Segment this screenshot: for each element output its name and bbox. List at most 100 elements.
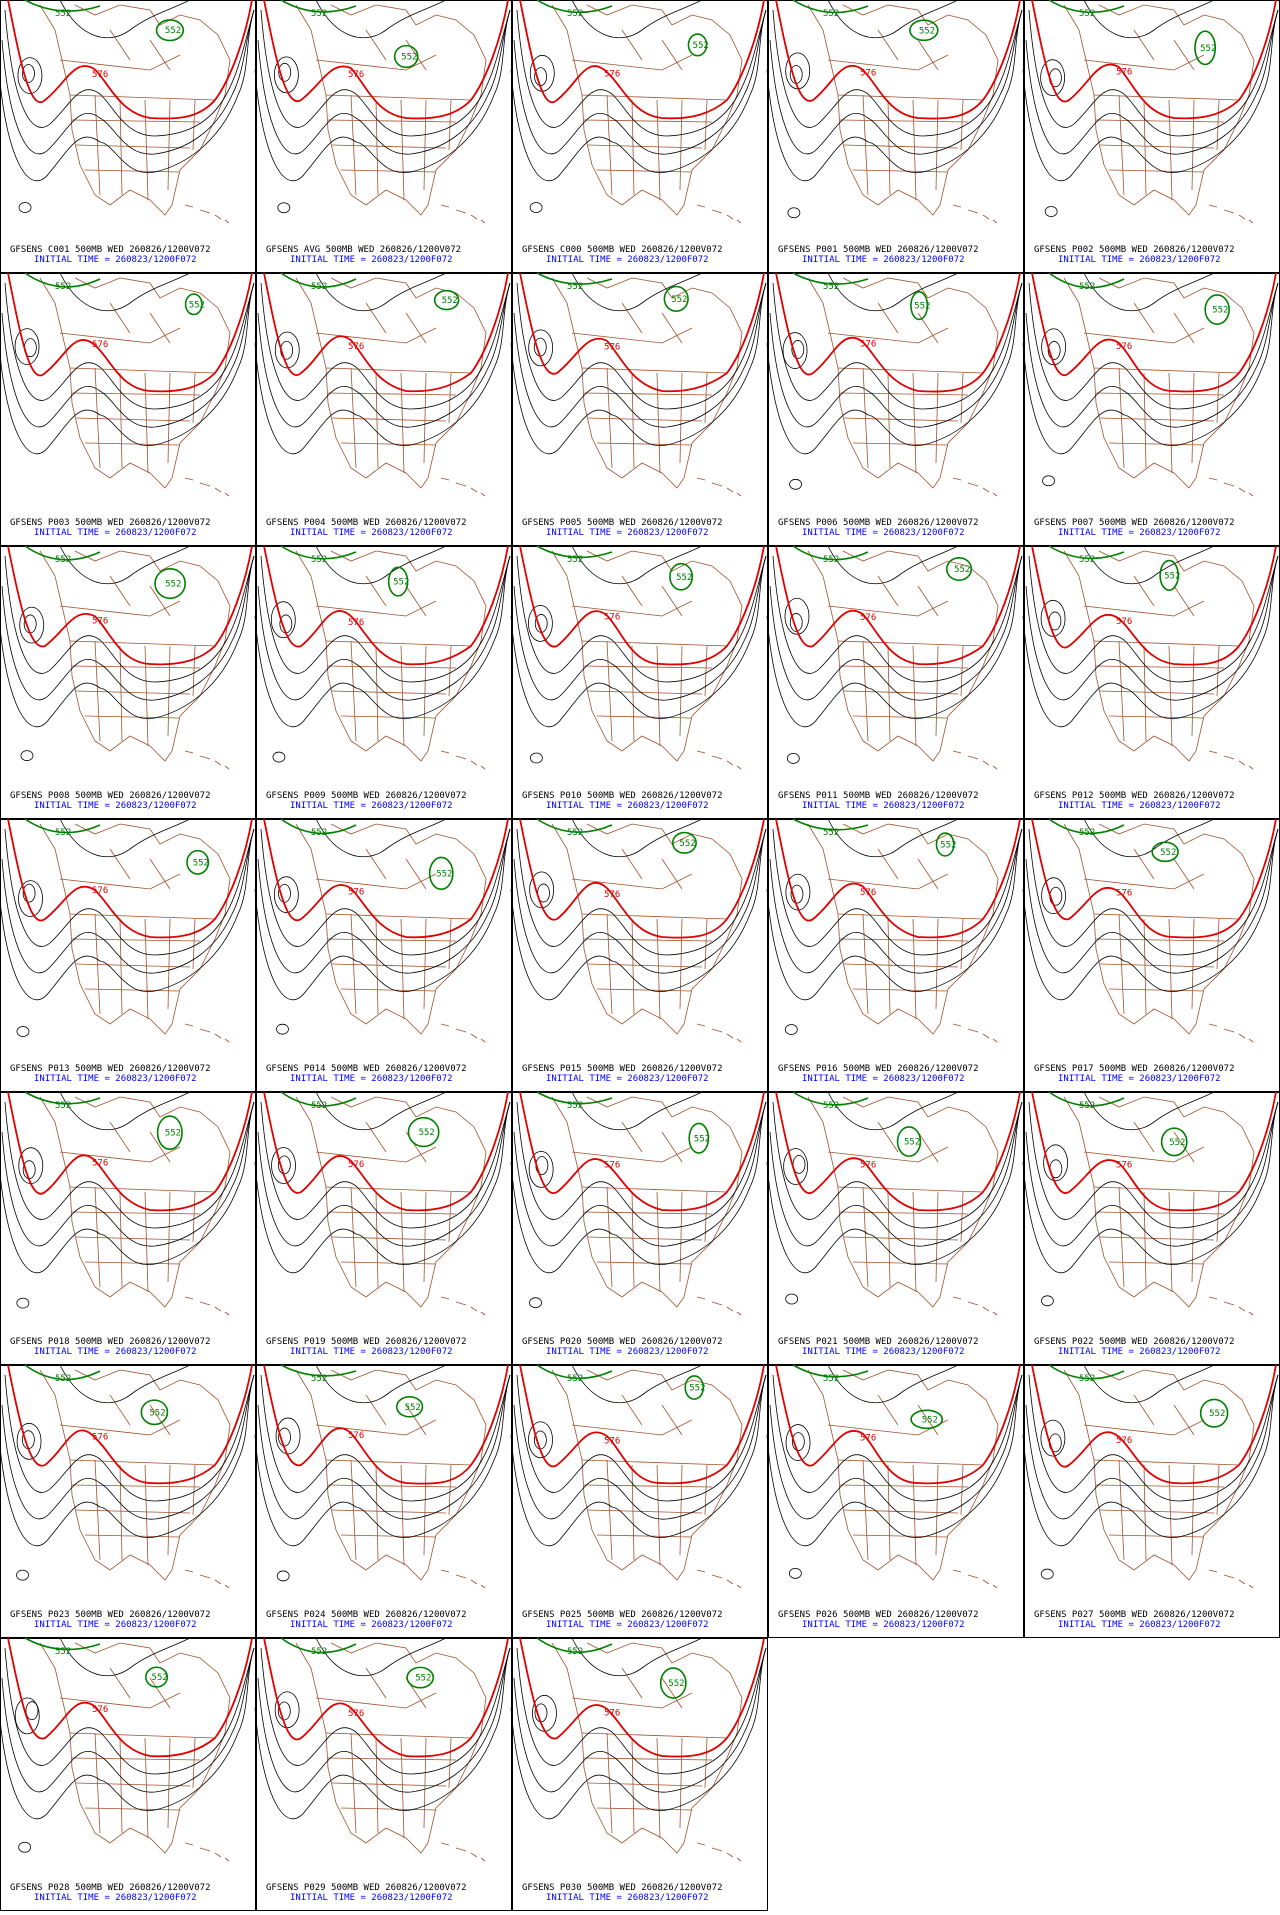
contour — [766, 1374, 1023, 1547]
contour-label: 552 — [919, 26, 935, 36]
coastline — [551, 4, 743, 216]
contour-576 — [775, 818, 1021, 939]
coastline — [39, 277, 231, 489]
contour-576 — [1031, 272, 1277, 393]
contour — [1083, 1364, 1215, 1404]
coastline — [807, 1369, 999, 1581]
low-contour — [791, 340, 805, 359]
contour-label: 576 — [604, 1436, 620, 1446]
contour-label: 576 — [604, 1161, 620, 1171]
low-contour — [788, 1567, 802, 1579]
islands — [696, 1296, 742, 1316]
contour-label: 576 — [604, 70, 620, 80]
low-contour — [528, 1421, 553, 1459]
contour — [1025, 282, 1279, 428]
contour-label: 552 — [55, 1647, 71, 1657]
low-contour — [14, 1697, 40, 1735]
borders — [571, 1667, 728, 1839]
contour-552 — [945, 556, 973, 582]
contour — [0, 1101, 255, 1274]
islands — [1208, 1296, 1254, 1316]
contour-576 — [1031, 545, 1277, 666]
contour-576 — [1031, 0, 1277, 120]
contour — [4, 1647, 255, 1775]
coastline — [551, 1096, 743, 1308]
low-contour — [271, 1147, 296, 1184]
coastline — [551, 550, 743, 762]
contour-label: 552 — [689, 1384, 705, 1394]
borders — [1083, 302, 1240, 474]
contour-576 — [263, 1364, 509, 1485]
contour-label: 552 — [311, 1374, 327, 1384]
map-panel: 576 552 552 GFSENS P013 500MB WED 260826/12… — [0, 818, 256, 1092]
contour-label: 552 — [405, 1403, 421, 1413]
panel-initial-time: INITIAL TIME = 260823/1200F072 — [34, 1893, 197, 1903]
panel-title: GFSENS P013 500MB WED 260826/1200V072 — [10, 1064, 210, 1074]
contour-label: 552 — [311, 1647, 327, 1657]
low-contour — [273, 876, 299, 914]
contour-label: 552 — [419, 1128, 435, 1138]
contour-552 — [792, 1364, 869, 1378]
contour — [513, 1374, 767, 1520]
contour — [1, 282, 255, 428]
contour — [59, 272, 191, 312]
low-contour — [789, 478, 802, 490]
panel-border — [0, 273, 256, 546]
borders — [1083, 1394, 1240, 1566]
panel-initial-time: INITIAL TIME = 260823/1200F072 — [1058, 1074, 1221, 1084]
contour-label: 552 — [694, 1134, 710, 1144]
low-contour — [790, 884, 804, 904]
coastline — [39, 1642, 231, 1854]
map-panel: 576 552 552 GFSENS P008 500MB WED 260826/12… — [0, 545, 256, 819]
contour — [513, 9, 767, 155]
low-contour — [16, 1297, 30, 1309]
panel-border — [512, 1092, 768, 1365]
contour-552 — [407, 1116, 440, 1148]
panel-border — [768, 819, 1024, 1092]
contour-label: 552 — [1200, 44, 1216, 54]
contour-label: 552 — [567, 828, 583, 838]
contour — [510, 9, 767, 182]
contour-552 — [280, 1364, 357, 1377]
contour — [260, 1647, 511, 1775]
islands — [184, 1842, 230, 1862]
map-panel: 576 552 552 GFSENS P006 500MB WED 260826/12… — [766, 272, 1024, 546]
contour-552 — [1160, 1127, 1188, 1157]
panel-border — [1024, 819, 1280, 1092]
contour-552 — [1048, 1091, 1125, 1107]
contour — [254, 282, 511, 455]
contour — [1028, 9, 1279, 137]
contour-552 — [536, 1637, 613, 1653]
islands — [440, 1023, 486, 1043]
panel-initial-time: INITIAL TIME = 260823/1200F072 — [34, 801, 197, 811]
islands — [952, 1296, 998, 1316]
islands — [952, 204, 998, 224]
borders — [827, 302, 984, 474]
contour — [571, 0, 703, 39]
borders — [1083, 29, 1240, 201]
borders — [571, 1394, 728, 1566]
borders — [59, 575, 216, 747]
contour — [1025, 9, 1279, 155]
contour-label: 576 — [604, 343, 620, 353]
coastline — [295, 550, 487, 762]
contour-576 — [7, 1637, 253, 1758]
map-panel: 576 552 552 GFSENS P007 500MB WED 260826/12… — [1022, 272, 1280, 546]
contour-label: 576 — [1116, 1436, 1132, 1446]
contour-552 — [145, 1666, 169, 1688]
contour-552 — [536, 1091, 613, 1105]
contour-552 — [280, 272, 357, 288]
contour — [1028, 555, 1279, 683]
panel-initial-time: INITIAL TIME = 260823/1200F072 — [290, 528, 453, 538]
panel-title: GFSENS P028 500MB WED 260826/1200V072 — [10, 1883, 210, 1893]
low-contour — [1040, 599, 1066, 637]
contour — [571, 1637, 703, 1677]
islands — [440, 1842, 486, 1862]
panel-border — [256, 819, 512, 1092]
map-panel: 576 552 552 GFSENS P015 500MB WED 260826/12… — [510, 818, 768, 1092]
contour-552 — [428, 856, 454, 891]
low-contour — [18, 880, 43, 918]
contour-552 — [24, 0, 101, 12]
contour — [1025, 828, 1279, 974]
